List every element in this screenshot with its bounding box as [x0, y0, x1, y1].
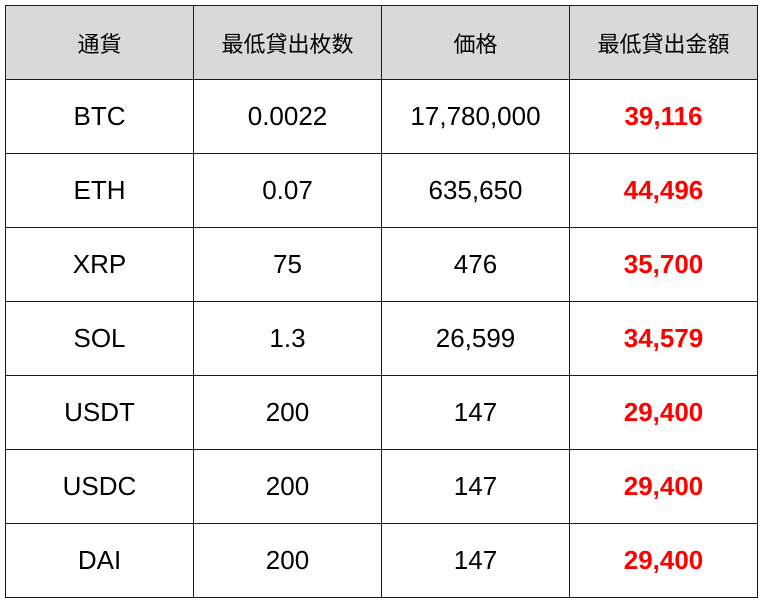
- cell-currency: BTC: [5, 79, 194, 154]
- cell-currency: USDC: [5, 449, 194, 524]
- table-row: ETH 0.07 635,650 44,496: [5, 153, 758, 228]
- cell-currency: XRP: [5, 227, 194, 302]
- cell-price: 26,599: [381, 301, 570, 376]
- cell-price: 476: [381, 227, 570, 302]
- table-row: BTC 0.0022 17,780,000 39,116: [5, 79, 758, 154]
- table-row: USDC 200 147 29,400: [5, 449, 758, 524]
- table-header: 通貨 最低貸出枚数 価格 最低貸出金額: [5, 5, 758, 80]
- table-row: DAI 200 147 29,400: [5, 523, 758, 598]
- cell-price: 147: [381, 523, 570, 598]
- cell-currency: USDT: [5, 375, 194, 450]
- cell-min-amount: 39,116: [569, 79, 758, 154]
- cell-currency: SOL: [5, 301, 194, 376]
- cell-currency: DAI: [5, 523, 194, 598]
- cell-currency: ETH: [5, 153, 194, 228]
- header-price: 価格: [381, 5, 570, 80]
- cell-price: 147: [381, 449, 570, 524]
- table-row: SOL 1.3 26,599 34,579: [5, 301, 758, 376]
- cell-min-amount: 35,700: [569, 227, 758, 302]
- cell-min-amount: 29,400: [569, 375, 758, 450]
- cell-price: 147: [381, 375, 570, 450]
- cell-min-quantity: 0.07: [193, 153, 382, 228]
- cell-min-quantity: 1.3: [193, 301, 382, 376]
- cell-min-amount: 29,400: [569, 449, 758, 524]
- cell-min-quantity: 200: [193, 449, 382, 524]
- cell-price: 17,780,000: [381, 79, 570, 154]
- cell-min-amount: 44,496: [569, 153, 758, 228]
- table-body: BTC 0.0022 17,780,000 39,116 ETH 0.07 63…: [5, 79, 758, 598]
- header-min-quantity: 最低貸出枚数: [193, 5, 382, 80]
- cell-min-quantity: 200: [193, 523, 382, 598]
- lending-table: 通貨 最低貸出枚数 価格 最低貸出金額 BTC 0.0022 17,780,00…: [5, 5, 758, 598]
- header-row: 通貨 最低貸出枚数 価格 最低貸出金額: [5, 5, 758, 80]
- table-row: XRP 75 476 35,700: [5, 227, 758, 302]
- header-min-amount: 最低貸出金額: [569, 5, 758, 80]
- cell-min-quantity: 75: [193, 227, 382, 302]
- cell-min-amount: 34,579: [569, 301, 758, 376]
- table-row: USDT 200 147 29,400: [5, 375, 758, 450]
- cell-min-quantity: 200: [193, 375, 382, 450]
- cell-min-amount: 29,400: [569, 523, 758, 598]
- cell-min-quantity: 0.0022: [193, 79, 382, 154]
- header-currency: 通貨: [5, 5, 194, 80]
- cell-price: 635,650: [381, 153, 570, 228]
